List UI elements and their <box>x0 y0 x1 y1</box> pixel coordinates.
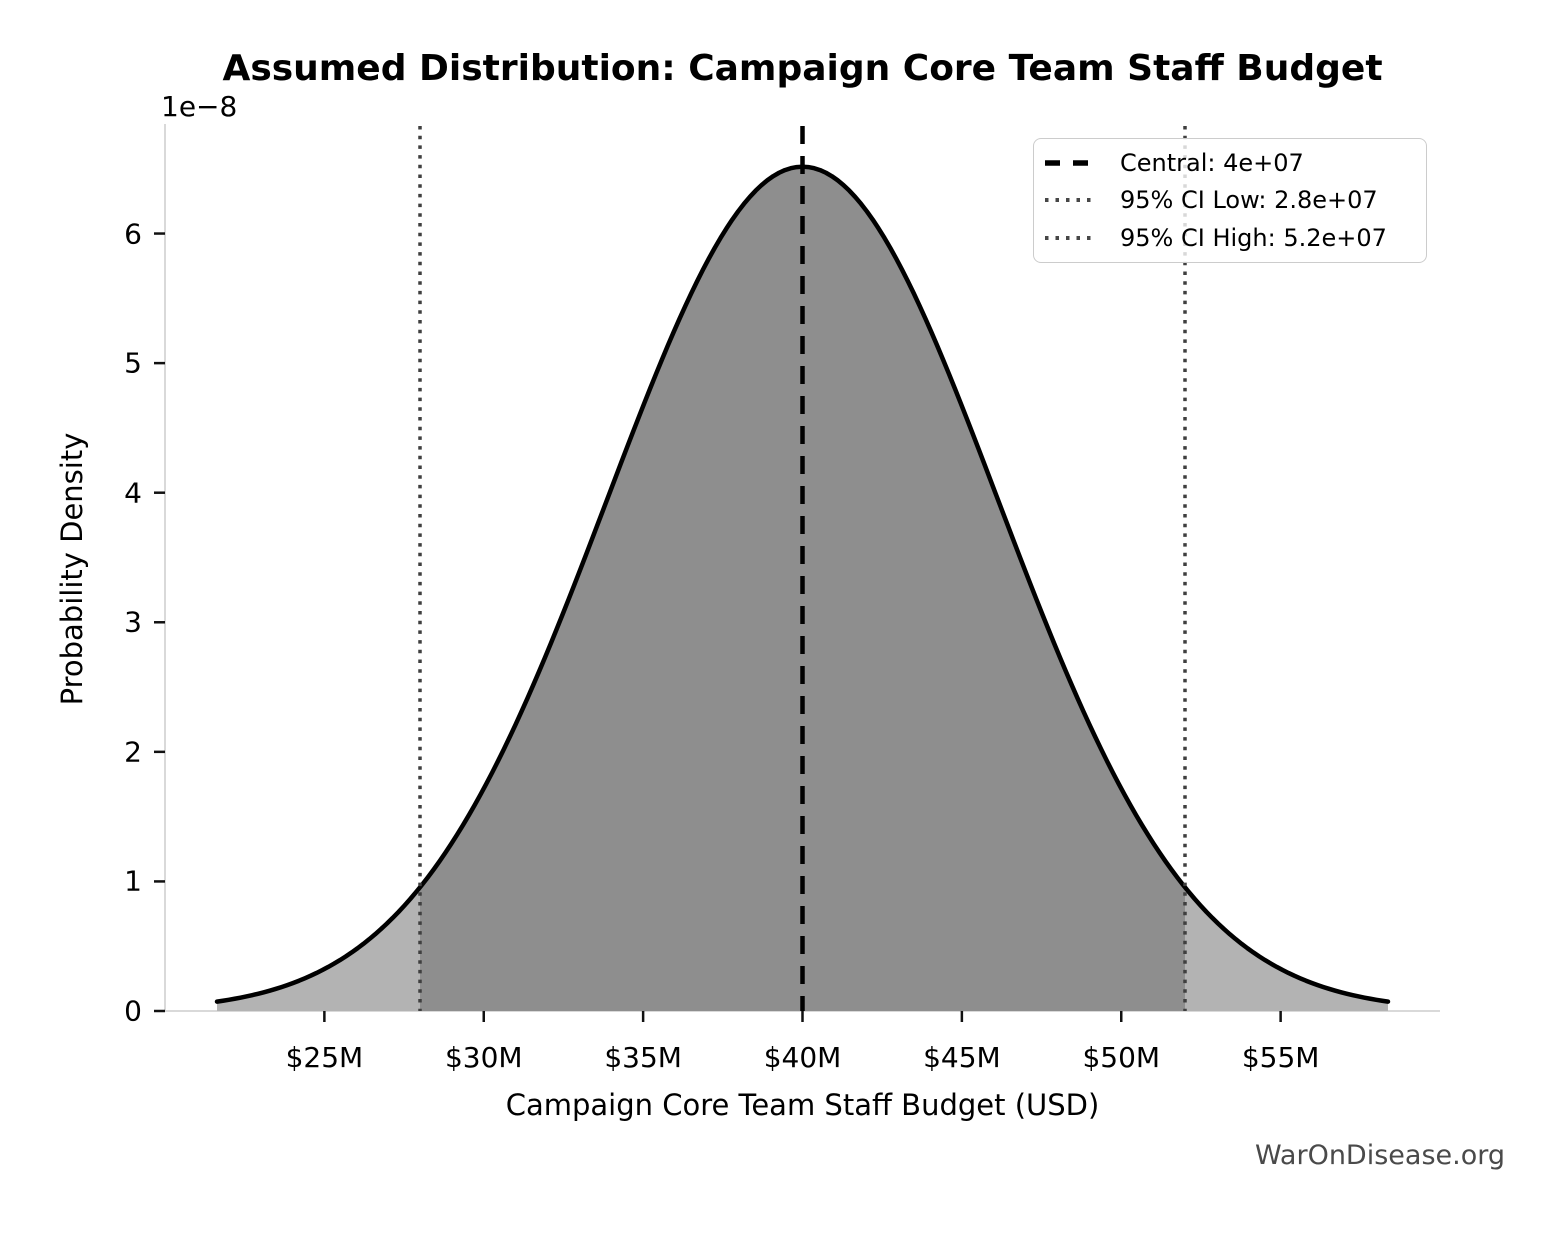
x-tick-label: $40M <box>763 1041 842 1074</box>
x-tick-label: $25M <box>285 1041 364 1074</box>
legend-label-ci-high: 95% CI High: 5.2e+07 <box>1120 224 1387 253</box>
x-tick-label: $35M <box>604 1041 682 1074</box>
y-tick-label: 1 <box>124 864 142 898</box>
reference-lines <box>418 126 1187 1011</box>
chart-title: Assumed Distribution: Campaign Core Team… <box>222 48 1383 89</box>
dashed-line-icon <box>1045 160 1095 166</box>
legend-item-central: Central: 4e+07 <box>1044 149 1416 177</box>
y-tick-label: 6 <box>124 217 142 251</box>
y-tick-label: 0 <box>124 994 142 1028</box>
dotted-line-icon <box>1045 236 1095 241</box>
legend-item-ci-low: 95% CI Low: 2.8e+07 <box>1044 186 1416 214</box>
y-axis-label: Probability Density <box>55 432 89 706</box>
y-tick-label: 2 <box>124 735 142 769</box>
x-tick-label: $30M <box>444 1041 523 1074</box>
watermark: WarOnDisease.org <box>1254 1140 1505 1171</box>
legend-label-ci-low: 95% CI Low: 2.8e+07 <box>1120 186 1378 215</box>
tick-marks <box>154 232 1282 1022</box>
x-tick-label: $55M <box>1241 1041 1320 1074</box>
dotted-line-icon <box>1045 198 1095 203</box>
legend-label-central: Central: 4e+07 <box>1120 148 1304 177</box>
y-tick-label: 5 <box>124 346 142 380</box>
x-axis-label: Campaign Core Team Staff Budget (USD) <box>505 1088 1100 1122</box>
legend: Central: 4e+07 95% CI Low: 2.8e+07 95% C… <box>1033 138 1427 263</box>
x-tick-label: $50M <box>1082 1041 1161 1074</box>
x-tick-label: $45M <box>923 1041 1001 1074</box>
legend-item-ci-high: 95% CI High: 5.2e+07 <box>1044 224 1416 252</box>
y-axis-scale-offset-label: 1e−8 <box>161 90 238 123</box>
y-tick-label: 4 <box>124 476 142 510</box>
y-tick-label: 3 <box>124 605 142 639</box>
